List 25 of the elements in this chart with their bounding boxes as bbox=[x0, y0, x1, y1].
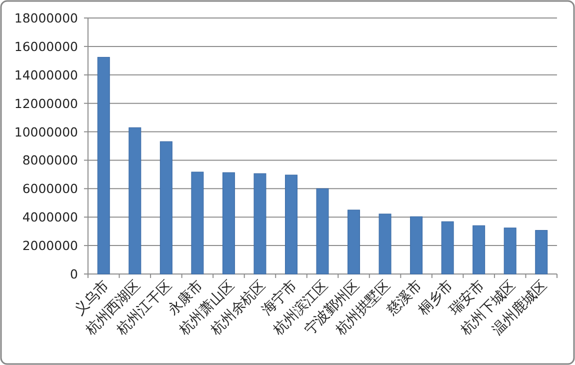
y-tick-label: 8000000 bbox=[22, 152, 78, 168]
y-tick-label: 18000000 bbox=[14, 10, 78, 26]
bar bbox=[472, 225, 486, 274]
bar bbox=[128, 127, 142, 274]
bar bbox=[222, 172, 235, 274]
bar bbox=[284, 174, 298, 274]
y-tick-label: 16000000 bbox=[14, 38, 78, 54]
bar bbox=[535, 230, 548, 274]
y-tick-label: 10000000 bbox=[14, 124, 78, 140]
bar bbox=[254, 173, 266, 274]
bar bbox=[316, 188, 329, 274]
y-tick-label: 2000000 bbox=[22, 238, 78, 254]
bar bbox=[378, 214, 392, 274]
y-tick-label: 12000000 bbox=[14, 96, 78, 111]
bar bbox=[191, 172, 204, 274]
bar bbox=[441, 221, 454, 274]
bar bbox=[410, 216, 423, 274]
bar bbox=[160, 141, 172, 274]
y-tick-label: 4000000 bbox=[22, 210, 78, 225]
y-tick-label: 0 bbox=[70, 266, 78, 282]
bar bbox=[348, 210, 360, 274]
y-tick-label: 6000000 bbox=[22, 181, 78, 196]
bar bbox=[504, 228, 516, 274]
y-tick-label: 14000000 bbox=[14, 67, 78, 82]
bar bbox=[97, 56, 110, 274]
